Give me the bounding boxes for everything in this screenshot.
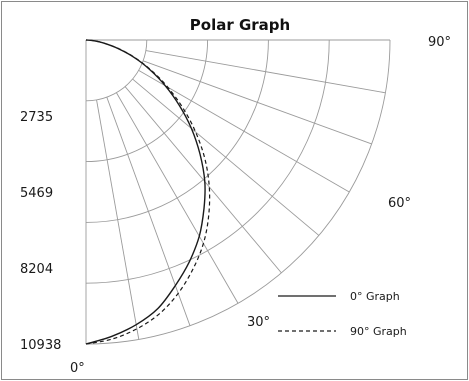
grid-spoke <box>142 60 372 145</box>
grid-arc <box>85 39 391 345</box>
grid-spoke <box>145 50 386 94</box>
grid-spoke <box>116 92 239 304</box>
grid-spoke <box>96 99 140 340</box>
tick-labels: 2735 5469 8204 10938 0° 30° 60° 90° <box>20 35 451 376</box>
legend: 0° Graph 90° Graph <box>278 290 407 338</box>
grid-arc <box>85 39 148 102</box>
grid-arc <box>85 39 330 284</box>
radial-tick-label: 8204 <box>20 262 53 277</box>
angle-tick-label: 90° <box>428 35 451 50</box>
grid-arc <box>85 39 269 223</box>
grid-spoke <box>106 96 191 326</box>
angle-tick-label: 60° <box>388 196 411 211</box>
legend-label: 0° Graph <box>350 290 400 303</box>
grid-spoke <box>138 70 350 193</box>
series-90-graph-line <box>85 39 211 345</box>
angle-tick-label: 0° <box>70 361 85 376</box>
radial-tick-label: 2735 <box>20 110 53 125</box>
angle-tick-label: 30° <box>247 315 270 330</box>
radial-tick-label: 5469 <box>20 186 53 201</box>
grid-spoke <box>132 78 320 236</box>
series-layer <box>85 39 211 345</box>
radial-tick-label: 10938 <box>20 338 61 353</box>
grid-arc <box>85 39 209 163</box>
legend-label: 90° Graph <box>350 325 407 338</box>
chart-title: Polar Graph <box>190 16 290 34</box>
grid-spoke <box>124 86 282 274</box>
polar-grid <box>85 39 391 345</box>
